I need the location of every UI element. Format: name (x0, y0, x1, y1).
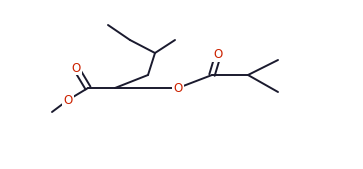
Text: O: O (72, 62, 81, 75)
Text: O: O (213, 49, 223, 62)
Text: O: O (64, 93, 73, 106)
Text: O: O (174, 81, 183, 94)
